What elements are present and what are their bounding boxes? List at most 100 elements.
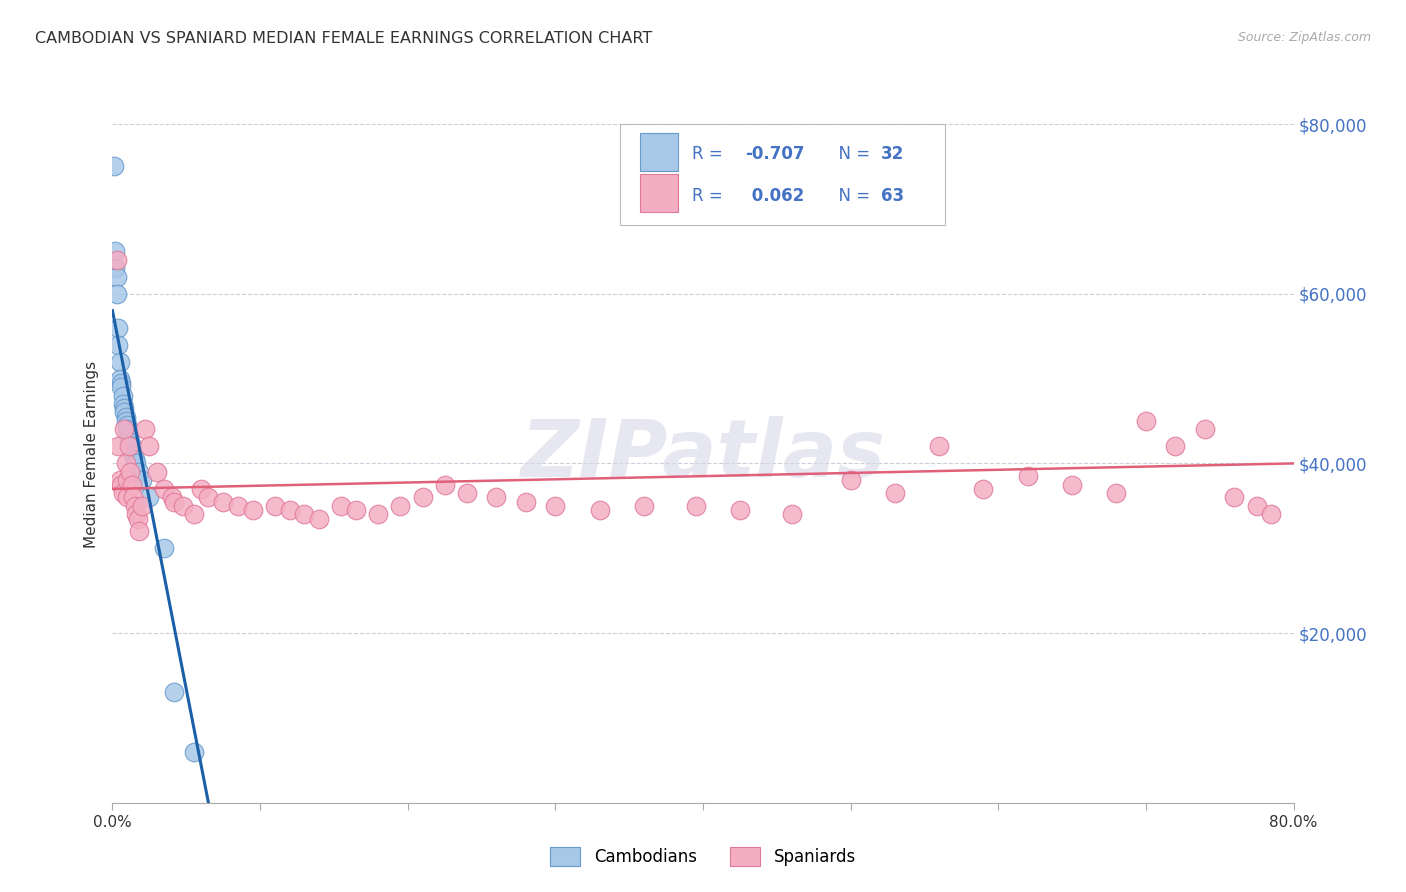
- Point: [183, 508, 205, 522]
- Point: [104, 244, 127, 259]
- Point: [1246, 499, 1268, 513]
- Point: [411, 491, 433, 505]
- Point: [117, 422, 138, 436]
- Point: [544, 499, 567, 513]
- Point: [1017, 469, 1039, 483]
- Point: [1135, 414, 1157, 428]
- Point: [212, 494, 235, 508]
- Point: [330, 499, 353, 513]
- Point: [131, 499, 153, 513]
- Text: ZIPatlas: ZIPatlas: [520, 416, 886, 494]
- Point: [160, 491, 183, 505]
- Point: [367, 508, 389, 522]
- Point: [153, 482, 176, 496]
- Point: [111, 388, 134, 402]
- Point: [973, 482, 995, 496]
- Point: [103, 160, 125, 174]
- Point: [122, 491, 145, 505]
- Point: [1105, 486, 1128, 500]
- Point: [110, 380, 132, 394]
- Point: [112, 422, 135, 436]
- Point: [1062, 477, 1084, 491]
- Point: [138, 491, 160, 505]
- FancyBboxPatch shape: [620, 124, 945, 226]
- Point: [780, 508, 803, 522]
- Point: [117, 491, 138, 505]
- Text: R =: R =: [692, 186, 728, 204]
- Point: [121, 439, 143, 453]
- Point: [308, 511, 330, 525]
- Y-axis label: Median Female Earnings: Median Female Earnings: [84, 361, 100, 549]
- Point: [108, 474, 131, 488]
- Point: [131, 474, 153, 488]
- Text: R =: R =: [692, 145, 728, 163]
- Point: [515, 494, 537, 508]
- Point: [114, 457, 136, 471]
- Point: [120, 435, 142, 450]
- Point: [146, 465, 169, 479]
- Point: [110, 376, 132, 390]
- Point: [114, 409, 136, 424]
- Point: [118, 431, 141, 445]
- Point: [108, 371, 131, 385]
- Point: [433, 477, 456, 491]
- Point: [588, 503, 610, 517]
- Point: [128, 524, 150, 539]
- FancyBboxPatch shape: [640, 174, 678, 212]
- Point: [125, 508, 148, 522]
- Point: [104, 261, 127, 276]
- Legend: Cambodians, Spaniards: Cambodians, Spaniards: [543, 838, 863, 874]
- Point: [138, 439, 160, 453]
- Point: [108, 354, 131, 368]
- Point: [197, 491, 219, 505]
- Point: [278, 503, 301, 517]
- Point: [728, 503, 751, 517]
- Point: [111, 486, 134, 500]
- Point: [1194, 422, 1216, 436]
- Point: [456, 486, 478, 500]
- Point: [226, 499, 249, 513]
- Point: [1164, 439, 1187, 453]
- Point: [292, 508, 315, 522]
- Text: 0.062: 0.062: [745, 186, 804, 204]
- Point: [685, 499, 707, 513]
- Text: N =: N =: [828, 145, 876, 163]
- Point: [485, 491, 508, 505]
- Point: [118, 426, 141, 441]
- Point: [163, 494, 186, 508]
- Point: [128, 465, 150, 479]
- Point: [389, 499, 412, 513]
- Point: [107, 439, 129, 453]
- Text: N =: N =: [828, 186, 876, 204]
- Text: CAMBODIAN VS SPANIARD MEDIAN FEMALE EARNINGS CORRELATION CHART: CAMBODIAN VS SPANIARD MEDIAN FEMALE EARN…: [35, 31, 652, 46]
- Point: [110, 477, 132, 491]
- Point: [839, 474, 862, 488]
- Point: [105, 252, 128, 267]
- Point: [124, 452, 146, 467]
- Point: [117, 418, 138, 433]
- Text: 32: 32: [882, 145, 904, 163]
- Text: -0.707: -0.707: [745, 145, 806, 163]
- Point: [118, 439, 141, 453]
- Point: [264, 499, 287, 513]
- Point: [122, 448, 145, 462]
- Point: [127, 511, 149, 525]
- Point: [884, 486, 907, 500]
- Point: [125, 457, 148, 471]
- Point: [183, 745, 205, 759]
- Point: [107, 337, 129, 351]
- Point: [242, 503, 264, 517]
- Point: [1223, 491, 1246, 505]
- Point: [190, 482, 212, 496]
- Text: 63: 63: [882, 186, 904, 204]
- Point: [163, 685, 186, 699]
- Point: [112, 401, 135, 416]
- Point: [121, 477, 143, 491]
- Point: [105, 269, 128, 284]
- Point: [928, 439, 950, 453]
- Point: [172, 499, 194, 513]
- Point: [114, 414, 136, 428]
- Point: [134, 422, 156, 436]
- Point: [633, 499, 655, 513]
- Point: [105, 286, 128, 301]
